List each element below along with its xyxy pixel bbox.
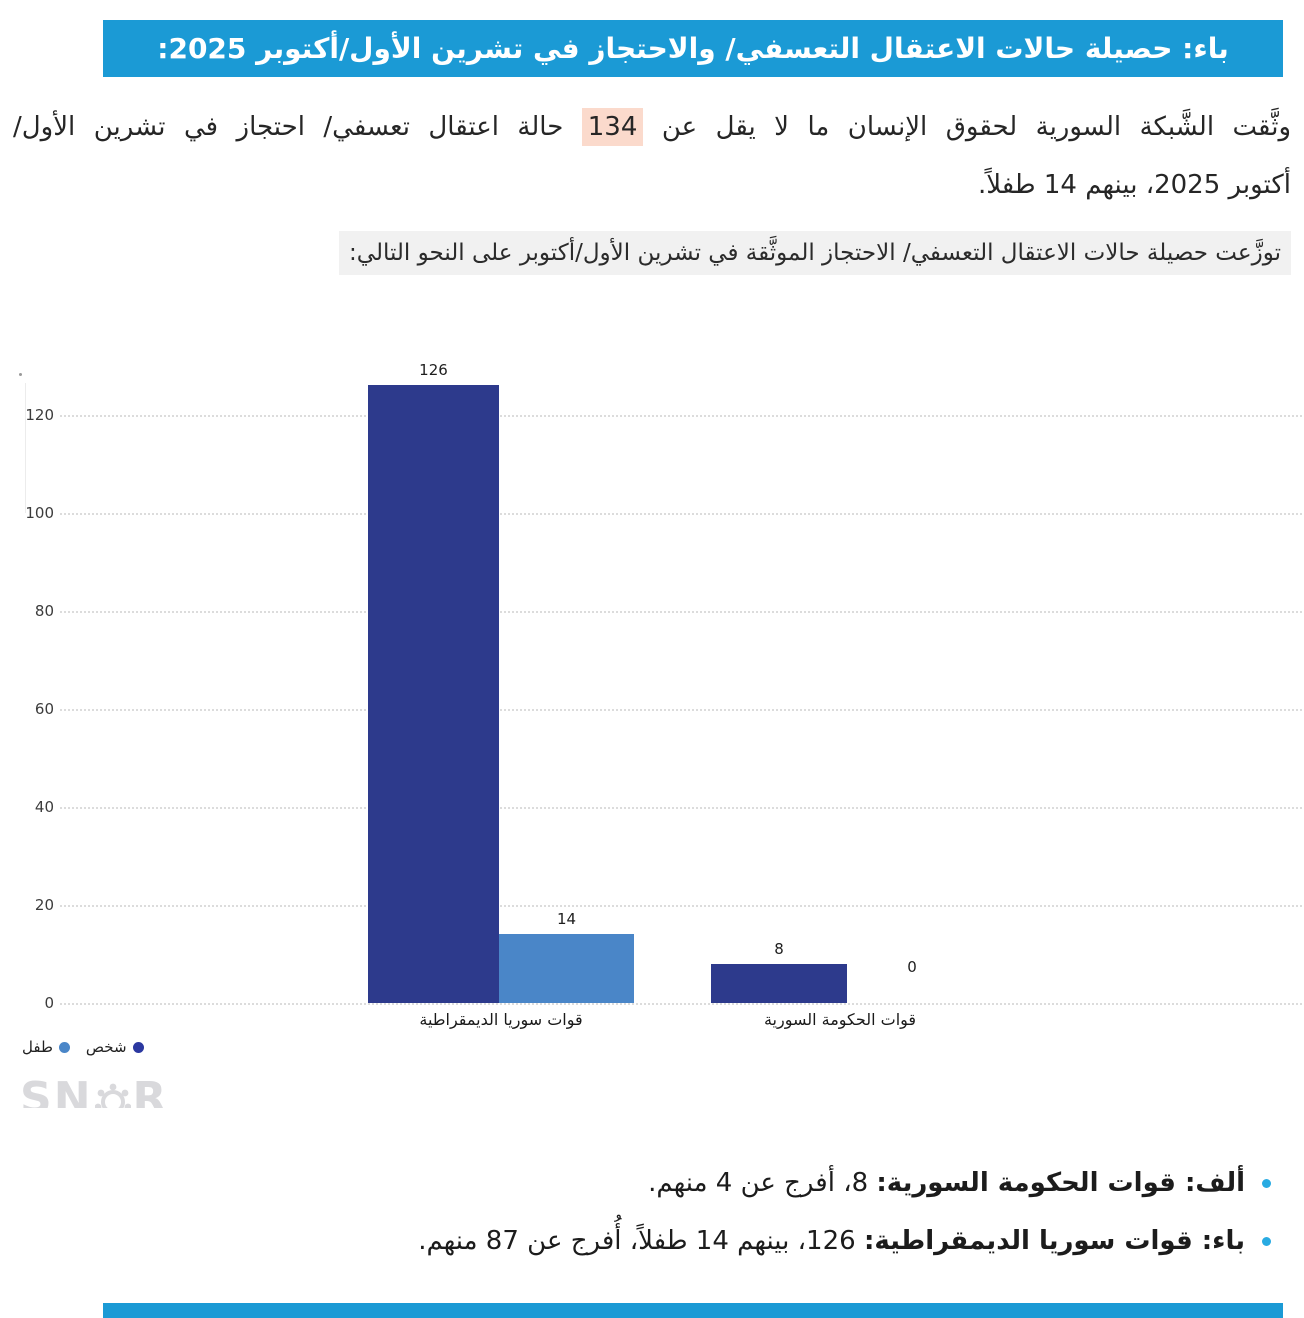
x-category-label-gov: قوات الحكومة السورية (763, 1010, 917, 1029)
value-label-sdf-child: 14 (556, 910, 577, 928)
body-line-2: أكتوبر 2025، بينهم 14 طفلاً. (977, 170, 1291, 200)
y-axis-tick-label: 60 (34, 700, 54, 718)
legend-dot-child-icon (58, 1041, 70, 1053)
next-section-banner-edge (103, 1303, 1283, 1318)
gridline (60, 513, 1302, 515)
section-header-banner: باء: حصيلة حالات الاعتقال التعسفي/ والاح… (103, 20, 1283, 77)
bullet-text-sdf: باء: قوات سوريا الديمقراطية: 126، بينهم … (418, 1222, 1245, 1260)
value-label-gov-person: 8 (774, 940, 784, 958)
bar-sdf-child (499, 934, 634, 1003)
legend-dot-person-icon (132, 1041, 144, 1053)
gridline (60, 611, 1302, 613)
bullet-lead-sdf: باء: قوات سوريا الديمقراطية: (863, 1226, 1245, 1256)
body-line-1-before: وثَّقت الشَّبكة السورية لحقوق الإنسان ما… (661, 112, 1292, 142)
bullet-dot-icon (1262, 1237, 1271, 1246)
bullet-item-sdf: باء: قوات سوريا الديمقراطية: 126، بينهم … (20, 1222, 1271, 1260)
legend-label-child: طفل (22, 1038, 53, 1056)
y-axis-tick-label: 120 (25, 406, 54, 424)
legend-item-person: شخص (86, 1038, 144, 1056)
bullet-dot-icon (1262, 1179, 1271, 1188)
value-label-sdf-person: 126 (419, 361, 448, 379)
gridline (60, 415, 1302, 417)
y-axis-line (25, 383, 26, 513)
y-axis-tick-label: 0 (44, 994, 54, 1012)
bar-sdf-person (368, 385, 499, 1003)
gridline (60, 1003, 1302, 1005)
body-paragraph: وثَّقت الشَّبكة السورية لحقوق الإنسان ما… (13, 102, 1291, 210)
legend-label-person: شخص (85, 1038, 127, 1056)
bullet-item-gov: ألف: قوات الحكومة السورية: 8، أفرج عن 4 … (20, 1164, 1271, 1202)
y-axis-top-tick (19, 373, 22, 376)
bullet-lead-gov: ألف: قوات الحكومة السورية: (876, 1168, 1245, 1198)
y-axis-tick-label: 100 (25, 504, 54, 522)
body-line-1-after: حالة اعتقال تعسفي/ احتجاز في تشرين الأول… (13, 112, 564, 142)
chart-intro-text: توزَّعت حصيلة حالات الاعتقال التعسفي/ ال… (339, 231, 1291, 275)
snhr-watermark: SN R (20, 1076, 168, 1108)
bullet-rest-sdf: 126، بينهم 14 طفلاً، أُفرج عن 87 منهم. (418, 1226, 864, 1256)
watermark-text-left: SN (20, 1076, 93, 1108)
gridline (60, 905, 1302, 907)
x-category-label-sdf: قوات سوريا الديمقراطية (419, 1010, 583, 1029)
snhr-logo-icon (94, 1083, 131, 1108)
bar-gov-person (711, 964, 847, 1003)
bullet-text-gov: ألف: قوات الحكومة السورية: 8، أفرج عن 4 … (648, 1164, 1245, 1202)
chart-legend: شخص طفل (22, 1038, 144, 1056)
summary-bullet-list: ألف: قوات الحكومة السورية: 8، أفرج عن 4 … (20, 1164, 1271, 1280)
gridline (60, 709, 1302, 711)
body-line-1: وثَّقت الشَّبكة السورية لحقوق الإنسان ما… (13, 102, 1291, 152)
y-axis-tick-label: 40 (34, 798, 54, 816)
y-axis-tick-label: 80 (34, 602, 54, 620)
legend-item-child: طفل (22, 1038, 70, 1056)
chart-intro-line: توزَّعت حصيلة حالات الاعتقال التعسفي/ ال… (13, 231, 1291, 275)
section-title: باء: حصيلة حالات الاعتقال التعسفي/ والاح… (157, 32, 1229, 65)
gridline (60, 807, 1302, 809)
y-axis-tick-label: 20 (34, 896, 54, 914)
bullet-rest-gov: 8، أفرج عن 4 منهم. (648, 1168, 877, 1198)
bar-chart: 120 100 80 60 40 20 0 126 14 8 0 قوات سو… (0, 360, 1304, 1115)
watermark-text-right: R (132, 1076, 169, 1108)
value-label-gov-child: 0 (907, 958, 917, 976)
highlighted-number: 134 (581, 108, 644, 146)
